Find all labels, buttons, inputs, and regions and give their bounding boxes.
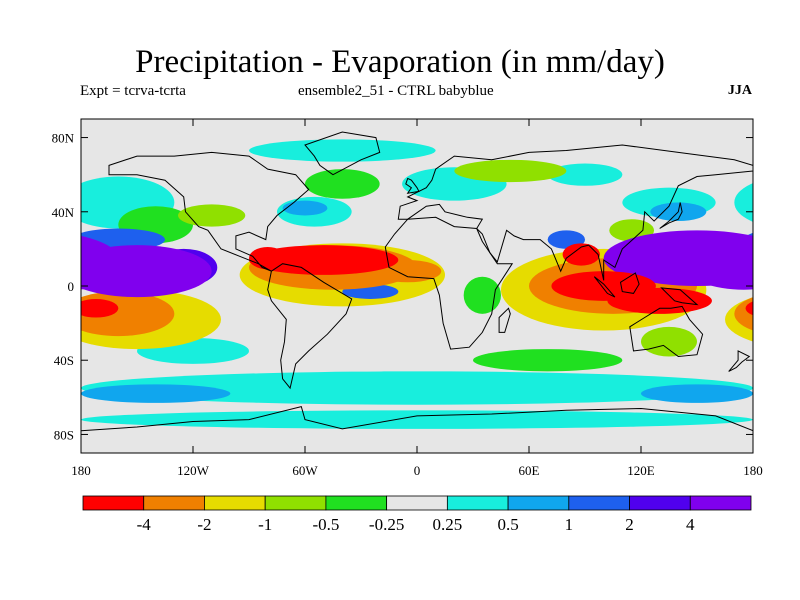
colorbar-box [204,495,266,511]
region-south-ocean-cyan [753,371,800,404]
colorbar-box [386,495,448,511]
colorbar-box [143,495,205,511]
x-tick-label: 120W [177,463,210,478]
colorbar: -4 -2 -1 -0.5 -0.25 0.25 0.5 1 2 4 [82,495,752,534]
coastline-antarctica [81,405,753,432]
colorbar-box [446,495,509,511]
region-siberia-green [454,159,567,183]
coastline-new-guinea [660,287,699,306]
coastline-borneo [619,272,640,294]
region-south-pacific-dry [81,298,119,318]
region-gulf-stream-blue [282,200,328,216]
region-north-atlantic-green [305,169,380,199]
region-antarctic-cyan [753,410,800,429]
colorbar-label: -1 [258,515,272,534]
colorbar-box [325,495,388,511]
coastline-south-america [267,263,353,390]
coastlines [81,131,753,432]
coastline-greenland [304,131,381,176]
colorbar-box [629,495,691,511]
region-east-africa-green [463,276,502,314]
region-south-ocean-cyan [0,371,81,404]
colorbar-box [689,495,752,511]
coastline-new-zealand [728,350,751,372]
colorbar-label: 2 [625,515,634,534]
colorbar-box [82,495,145,511]
region-south-ocean-blue-e [641,384,753,403]
region-south-ocean-cyan [81,371,753,405]
colorbar-label: 0.25 [432,515,462,534]
region-antarctic-cyan [0,410,81,429]
chart-title: Precipitation - Evaporation (in mm/day) [135,44,665,80]
colorbar-box [264,495,327,511]
coastline-british-isles [405,177,420,194]
colorbar-label: -0.5 [312,515,339,534]
region-siberia-cyan [547,163,623,186]
region-n-america-green [178,204,246,227]
y-tick-label: 0 [68,279,75,294]
coastline-eurasia [397,144,753,281]
region-arctic-cyan [249,139,436,162]
coastline-north-america [108,151,310,272]
y-tick-label: 80S [54,427,74,442]
x-tick-label: 60W [292,463,318,478]
region-south-ocean-blue-w [81,384,231,403]
region-atlantic-itcz-dry [249,245,399,275]
region-south-pacific-orange [81,291,175,337]
region-south-pacific-dry [745,301,753,316]
region-antarctic-cyan [81,410,753,429]
x-tick-label: 180 [743,463,763,478]
region-west-pacific-wet-2 [687,245,753,290]
x-tick-label: 60E [519,463,540,478]
x-tick-label: 180 [71,463,91,478]
experiment-label: Expt = tcrva-tcrta [80,83,186,99]
colorbar-label: 0.5 [497,515,518,534]
region-south-ocean-blue-e [0,384,81,403]
coastline-australia [629,305,704,358]
colorbar-label: 4 [686,515,695,534]
x-tick-label: 0 [414,463,421,478]
contour-field [0,119,800,453]
region-east-pacific-wet [734,253,753,289]
coastline-madagascar [498,307,511,333]
map-axes: 180 120W 60W 0 60E 120E 180 80N 40N 0 40S 80S [52,119,763,478]
colorbar-label: -2 [197,515,211,534]
ensemble-label: ensemble2_51 - CTRL babyblue [298,83,494,99]
y-tick-label: 80N [52,131,75,146]
region-australia-green [641,326,697,357]
region-south-indian-green [473,349,623,372]
colorbar-box [568,495,630,511]
coastline-japan [659,202,683,229]
colorbar-box [507,495,570,511]
coastline-africa [384,216,514,350]
colorbar-label: 1 [565,515,574,534]
x-tick-label: 120E [627,463,655,478]
coastline-sumatra [593,276,616,298]
y-tick-label: 40S [54,353,74,368]
region-east-pacific-wet [81,245,212,298]
y-tick-label: 40N [52,205,75,220]
colorbar-label: -0.25 [369,515,404,534]
season-label: JJA [727,83,752,98]
colorbar-label: -4 [137,515,152,534]
region-bay-of-bengal-dry [562,243,600,266]
